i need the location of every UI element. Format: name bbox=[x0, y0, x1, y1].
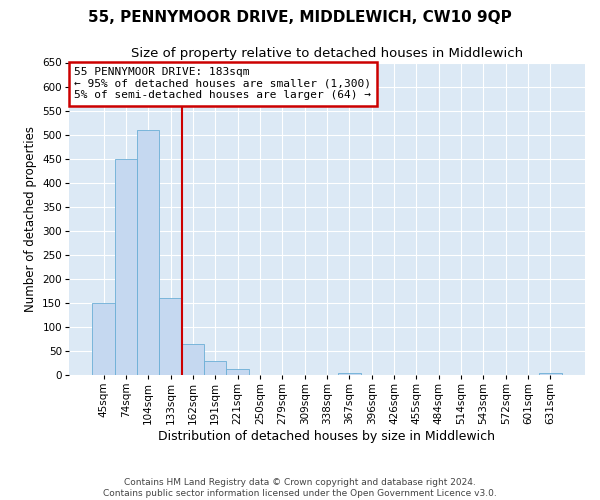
Text: Contains HM Land Registry data © Crown copyright and database right 2024.
Contai: Contains HM Land Registry data © Crown c… bbox=[103, 478, 497, 498]
Y-axis label: Number of detached properties: Number of detached properties bbox=[24, 126, 37, 312]
Bar bbox=[115, 158, 137, 375]
Bar bbox=[160, 298, 182, 375]
Text: 55, PENNYMOOR DRIVE, MIDDLEWICH, CW10 9QP: 55, PENNYMOOR DRIVE, MIDDLEWICH, CW10 9Q… bbox=[88, 10, 512, 25]
X-axis label: Distribution of detached houses by size in Middlewich: Distribution of detached houses by size … bbox=[158, 430, 496, 442]
Bar bbox=[204, 360, 226, 375]
Bar bbox=[338, 372, 361, 375]
Bar bbox=[92, 303, 115, 375]
Bar bbox=[539, 372, 562, 375]
Text: 55 PENNYMOOR DRIVE: 183sqm
← 95% of detached houses are smaller (1,300)
5% of se: 55 PENNYMOOR DRIVE: 183sqm ← 95% of deta… bbox=[74, 67, 371, 100]
Title: Size of property relative to detached houses in Middlewich: Size of property relative to detached ho… bbox=[131, 47, 523, 60]
Bar bbox=[226, 369, 249, 375]
Bar bbox=[182, 344, 204, 375]
Bar bbox=[137, 130, 160, 375]
